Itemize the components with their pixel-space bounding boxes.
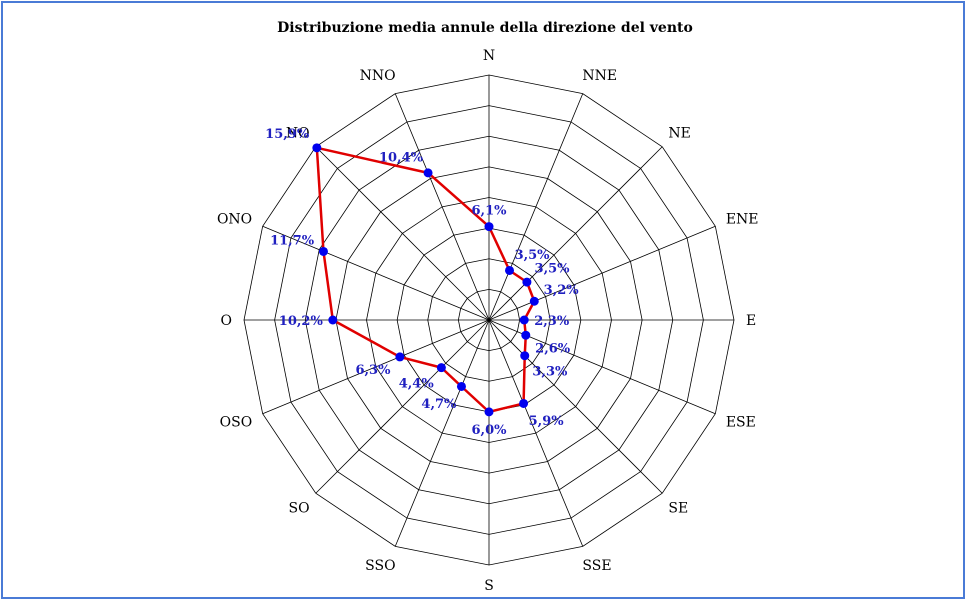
direction-label: ENE <box>726 212 759 228</box>
grid-spoke <box>488 319 663 494</box>
data-label: 4,7% <box>421 397 457 412</box>
grid-spoke <box>262 319 490 415</box>
grid-spoke <box>394 319 490 547</box>
data-label: 15,9% <box>265 127 310 142</box>
direction-label: NO <box>286 126 310 142</box>
direction-label: SSO <box>365 558 395 574</box>
data-point <box>522 277 532 287</box>
direction-label: SSE <box>582 558 611 574</box>
data-point <box>519 315 529 325</box>
grid-spoke <box>315 146 490 321</box>
data-label: 2,6% <box>535 341 571 356</box>
grid-spoke <box>488 319 584 547</box>
data-label: 4,4% <box>399 376 435 391</box>
data-point <box>312 143 322 153</box>
direction-label: OSO <box>220 414 253 430</box>
grid-spoke <box>315 319 490 494</box>
direction-label: NNO <box>360 68 396 84</box>
data-point <box>484 222 494 232</box>
direction-label: E <box>746 313 756 329</box>
data-point <box>423 168 433 178</box>
grid-spoke <box>394 93 490 321</box>
data-label: 10,4% <box>379 150 424 165</box>
data-label: 10,2% <box>279 314 324 329</box>
grid-spoke <box>488 93 584 321</box>
data-label: 11,7% <box>270 233 315 248</box>
direction-label: SE <box>668 500 688 516</box>
direction-label: NNE <box>582 68 617 84</box>
data-label: 3,5% <box>535 261 571 276</box>
direction-label: N <box>483 48 495 64</box>
direction-label: ONO <box>217 212 252 228</box>
direction-label: SO <box>289 500 310 516</box>
data-label: 3,5% <box>515 248 551 263</box>
series-line <box>315 146 536 414</box>
data-point <box>529 296 539 306</box>
direction-label: NE <box>668 126 690 142</box>
chart-title: Distribuzione media annule della direzio… <box>277 20 693 36</box>
data-point <box>519 398 529 408</box>
data-label: 2,3% <box>534 314 570 329</box>
data-point <box>521 330 531 340</box>
data-point <box>328 315 338 325</box>
data-point <box>395 352 405 362</box>
data-label: 6,3% <box>355 363 391 378</box>
data-point <box>436 363 446 373</box>
data-point <box>484 407 494 417</box>
data-point <box>318 246 328 256</box>
data-label: 3,2% <box>544 283 580 298</box>
data-point <box>505 265 515 275</box>
direction-label: O <box>221 313 232 329</box>
grid-spoke <box>488 225 716 321</box>
data-label: 6,1% <box>472 204 508 219</box>
data-label: 6,0% <box>472 423 508 438</box>
data-point <box>456 381 466 391</box>
data-point <box>520 351 530 361</box>
data-label: 5,9% <box>529 414 565 429</box>
data-label: 3,3% <box>532 364 568 379</box>
direction-label: S <box>484 578 494 594</box>
grid-spoke <box>488 146 663 321</box>
grid-spoke <box>262 225 490 321</box>
direction-label: ESE <box>726 414 756 430</box>
